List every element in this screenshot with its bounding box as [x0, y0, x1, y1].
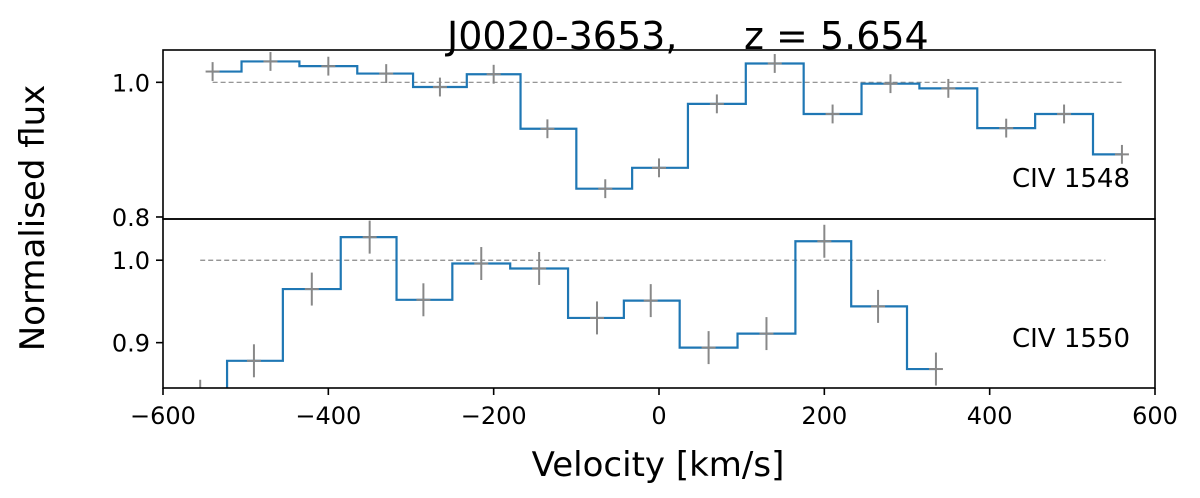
data-point	[883, 74, 898, 94]
data-point	[432, 77, 447, 97]
data-point	[999, 118, 1014, 138]
data-point	[871, 289, 886, 323]
y-axis-label: Normalised flux	[13, 85, 53, 352]
data-point	[941, 78, 956, 98]
x-tick-label: 400	[967, 402, 1013, 430]
data-point	[701, 331, 716, 365]
plot-area	[199, 220, 1106, 388]
plot-area	[205, 52, 1129, 199]
panel-civ-1548: 0.8 1.0 CIV 1548	[112, 49, 1156, 232]
data-point	[199, 379, 202, 388]
data-point	[1114, 144, 1129, 164]
data-point	[321, 56, 336, 76]
x-tick-label: 600	[1132, 402, 1178, 430]
y-tick-label: 0.9	[112, 330, 150, 358]
data-point	[590, 301, 604, 335]
data-point	[540, 119, 555, 139]
data-point	[205, 62, 220, 81]
data-point	[767, 54, 782, 73]
flux-step-line	[212, 60, 1122, 190]
data-point	[709, 94, 724, 114]
flux-step-line	[225, 236, 936, 388]
data-point	[246, 344, 261, 378]
data-point	[379, 64, 394, 83]
y-tick-label: 0.8	[112, 204, 150, 232]
data-point	[416, 283, 431, 317]
data-point	[817, 224, 832, 258]
x-axis: −600 −400 −200 0 200 400 600	[130, 388, 1178, 430]
data-point	[362, 220, 377, 254]
y-tick-label: 1.0	[112, 247, 150, 275]
data-point	[532, 251, 547, 285]
data-point	[1057, 104, 1072, 124]
data-point	[486, 64, 501, 84]
data-point	[474, 247, 489, 281]
chart-title-object: J0020-3653,	[445, 14, 677, 58]
x-tick-label: −600	[130, 402, 196, 430]
data-point	[759, 317, 774, 351]
y-tick-label: 1.0	[112, 69, 150, 97]
data-point	[643, 284, 658, 318]
x-tick-label: 200	[801, 402, 847, 430]
data-point	[825, 104, 840, 124]
data-point	[263, 52, 278, 71]
data-point	[598, 179, 613, 199]
panel-civ-1550: 0.9 1.0 CIV 1550	[112, 218, 1156, 389]
x-tick-label: −400	[295, 402, 361, 430]
chart-title-redshift: z = 5.654	[744, 14, 929, 58]
panel-label: CIV 1548	[1012, 164, 1130, 194]
x-axis-label: Velocity [km/s]	[532, 445, 785, 485]
x-tick-label: −200	[461, 402, 527, 430]
x-tick-label: 0	[651, 402, 666, 430]
data-point	[928, 352, 943, 386]
data-point	[304, 272, 319, 306]
data-point	[652, 158, 666, 178]
panel-label: CIV 1550	[1012, 324, 1130, 354]
